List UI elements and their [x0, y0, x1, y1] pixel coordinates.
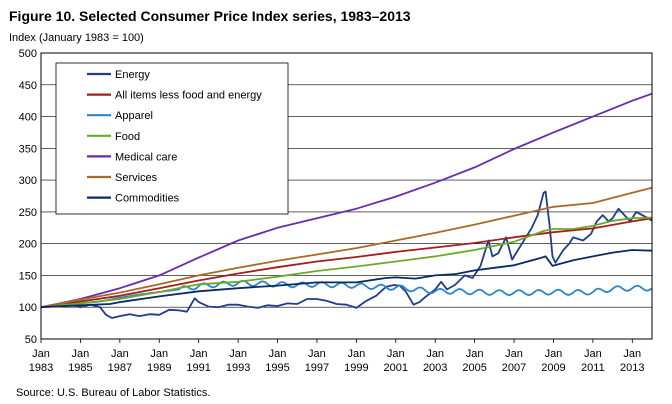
x-tick-label-month: Jan [347, 348, 365, 360]
x-tick-label-month: Jan [229, 348, 247, 360]
x-tick-label-year: 1997 [305, 362, 329, 374]
x-tick-label-month: Jan [387, 348, 405, 360]
x-tick-label-month: Jan [466, 348, 484, 360]
legend-label: Energy [115, 69, 150, 81]
x-tick-label-month: Jan [308, 348, 326, 360]
x-tick-label-year: 2013 [620, 362, 644, 374]
x-tick-label-month: Jan [72, 348, 90, 360]
x-tick-label-year: 1995 [265, 362, 289, 374]
x-tick-label-year: 2009 [541, 362, 565, 374]
legend: Energy All items less food and energy Appa… [56, 63, 288, 214]
cpi-line-chart: 50100150200250300350400450500 Jan1983Jan… [0, 0, 672, 404]
x-tick-label-year: 1989 [147, 362, 171, 374]
x-tick-label-year: 2003 [423, 362, 447, 374]
y-tick-label: 150 [19, 270, 37, 282]
legend-label: Services [115, 172, 158, 184]
legend-label: Apparel [115, 110, 153, 122]
source-note: Source: U.S. Bureau of Labor Statistics. [16, 387, 210, 399]
y-axis-ticks: 50 100 150 200 250 300 350 400 450 500 [19, 48, 37, 346]
y-tick-label: 500 [19, 48, 37, 60]
series-line-all-items-less-food-and-energy [41, 218, 652, 307]
legend-label: Food [115, 131, 140, 143]
x-tick-label-year: 1987 [108, 362, 132, 374]
x-tick-label-year: 1999 [344, 362, 368, 374]
x-tick-label-month: Jan [584, 348, 602, 360]
y-tick-label: 300 [19, 175, 37, 187]
y-tick-label: 350 [19, 143, 37, 155]
x-tick-label-month: Jan [426, 348, 444, 360]
legend-label: All items less food and energy [115, 90, 262, 102]
y-tick-label: 450 [19, 80, 37, 92]
y-tick-label: 400 [19, 112, 37, 124]
x-tick-label-year: 1991 [186, 362, 210, 374]
x-tick-label-month: Jan [111, 348, 129, 360]
x-axis-ticks: Jan 1983 Jan 1985 Jan 1987 Jan 1989 Jan 1991 Jan 19… [29, 339, 645, 374]
x-tick-label-month: Jan [623, 348, 641, 360]
y-tick-label: 200 [19, 239, 37, 251]
legend-box [56, 63, 288, 214]
y-tick-label: 100 [19, 302, 37, 314]
x-tick-label-month: Jan [32, 348, 50, 360]
x-tick-label-year: 2005 [462, 362, 486, 374]
y-tick-label: 50 [25, 334, 37, 346]
legend-label: Medical care [115, 151, 177, 163]
x-tick-label-year: 1993 [226, 362, 250, 374]
x-tick-label-month: Jan [190, 348, 208, 360]
y-tick-label: 250 [19, 207, 37, 219]
x-tick-label-month: Jan [545, 348, 563, 360]
x-tick-label-year: 1985 [68, 362, 92, 374]
x-tick-label-year: 2001 [384, 362, 408, 374]
x-tick-label-month: Jan [505, 348, 523, 360]
x-tick-label-month: Jan [269, 348, 287, 360]
x-tick-label-year: 2007 [502, 362, 526, 374]
x-tick-label-month: Jan [150, 348, 168, 360]
x-tick-label-year: 1983 [29, 362, 53, 374]
x-tick-label-year: 2011 [581, 362, 605, 374]
legend-label: Commodities [115, 193, 180, 205]
